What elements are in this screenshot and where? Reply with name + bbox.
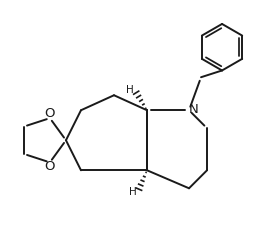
Text: O: O [44,107,54,120]
Text: N: N [189,103,199,116]
Text: O: O [44,160,54,173]
Text: H: H [126,85,134,95]
Text: H: H [129,187,137,197]
